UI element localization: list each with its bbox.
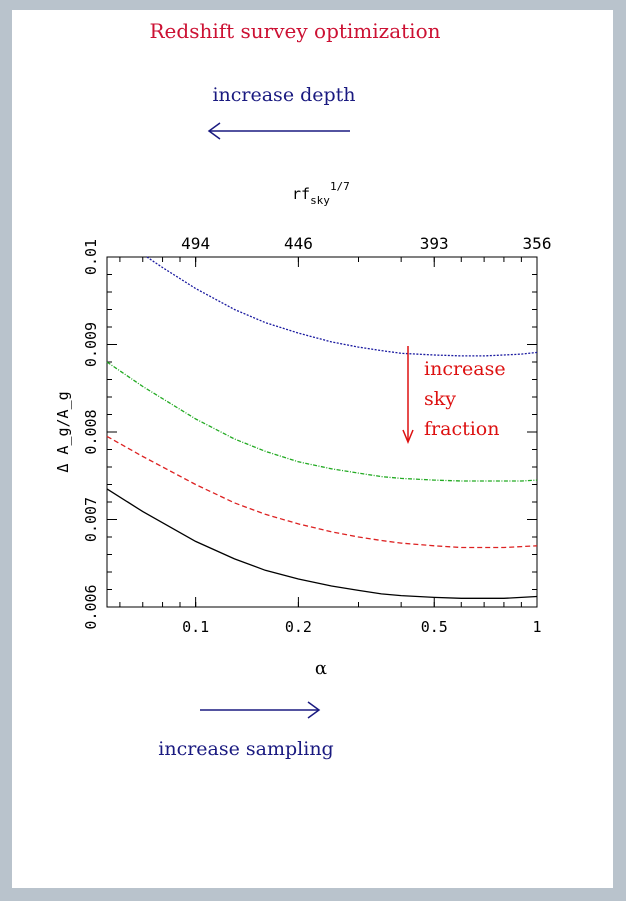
increase-sampling-caption: increase sampling — [158, 738, 333, 760]
increase-sampling-arrow — [200, 701, 321, 719]
y-tick-label: 0.008 — [82, 409, 100, 454]
y-axis-label: Δ A_g/A_g — [54, 391, 72, 472]
curve-2 — [106, 361, 538, 482]
top-tick-label: 446 — [284, 234, 313, 253]
figure-svg: Redshift survey optimization increase de… — [54, 19, 551, 760]
top-axis-label: rfsky1/7 — [292, 180, 350, 207]
increase-sky-fraction-arrow — [402, 346, 414, 444]
y-tick-label: 0.007 — [82, 497, 100, 542]
top-tick-label: 393 — [420, 234, 449, 253]
curve-1 — [146, 256, 538, 357]
annotation-line-2: sky — [424, 388, 456, 410]
top-axis-label-base: rf — [292, 185, 310, 203]
curve-3 — [106, 435, 538, 549]
curve-4 — [106, 488, 538, 599]
x-tick-label: 0.1 — [182, 618, 209, 636]
increase-depth-arrow — [207, 122, 350, 140]
annotation-line-1: increase — [424, 358, 506, 380]
y-tick-label: 0.009 — [82, 322, 100, 367]
increase-depth-caption: increase depth — [212, 84, 355, 106]
curves — [106, 256, 538, 599]
y-axis-ticks: 0.006 0.007 0.008 0.009 0.01 — [82, 239, 537, 630]
y-tick-label: 0.006 — [82, 584, 100, 629]
top-axis-label-sub: sky — [310, 194, 330, 207]
figure-title: Redshift survey optimization — [150, 19, 441, 43]
x-tick-label: 0.2 — [285, 618, 312, 636]
top-axis-label-sup: 1/7 — [330, 180, 350, 193]
x-axis-ticks: 0.1 0.2 0.5 1 — [119, 257, 542, 636]
x-axis-label: α — [315, 658, 327, 679]
figure-sheet: Redshift survey optimization increase de… — [12, 10, 613, 888]
top-axis-ticks: 494 446 393 356 — [181, 234, 551, 267]
y-tick-label: 0.01 — [82, 239, 100, 275]
x-tick-label: 0.5 — [421, 618, 448, 636]
x-tick-label: 1 — [532, 618, 541, 636]
top-tick-label: 494 — [181, 234, 210, 253]
annotation-line-3: fraction — [424, 418, 499, 440]
top-tick-label: 356 — [523, 234, 552, 253]
